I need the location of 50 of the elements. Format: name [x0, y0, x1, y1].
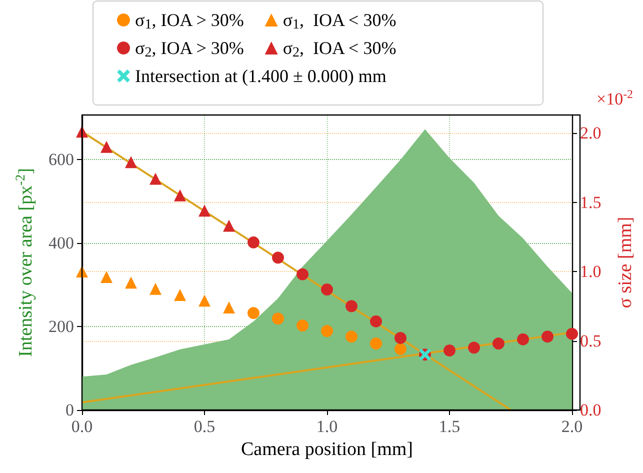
point [542, 330, 554, 343]
y2-tick-label: 0.0 [580, 400, 602, 420]
point [100, 140, 112, 153]
x-tick-label: 1.5 [438, 417, 460, 436]
point [272, 252, 284, 264]
point [517, 333, 529, 346]
y2-tick-label: 2.0 [580, 124, 602, 143]
point [321, 325, 333, 338]
point [100, 271, 112, 284]
point [492, 338, 504, 350]
point [125, 276, 137, 289]
point [321, 284, 333, 296]
point [444, 344, 456, 356]
point [174, 289, 186, 302]
point [394, 332, 406, 344]
x-tick-label: 1.0 [316, 417, 338, 436]
point [125, 156, 137, 168]
point [394, 343, 406, 356]
point [248, 307, 260, 320]
x-axis-title: Camera position [mm] [240, 438, 414, 460]
y-tick-label: 400 [48, 233, 74, 252]
point [346, 330, 358, 343]
point [248, 236, 260, 248]
y2-tick-label: 1.0 [580, 262, 602, 281]
y-tick-label: 200 [48, 316, 74, 336]
point [566, 328, 578, 340]
point [223, 220, 235, 232]
x-tick-label: 2.0 [561, 417, 583, 436]
y2-tick-label: 1.5 [580, 192, 602, 212]
point [370, 315, 382, 328]
point [468, 342, 480, 354]
point [198, 204, 210, 217]
point [346, 300, 358, 312]
point [150, 172, 162, 185]
point [150, 282, 162, 295]
y-tick-label: 0 [66, 400, 74, 420]
y2-tick-label: 0.5 [580, 331, 602, 350]
x-tick-label: 0.5 [194, 417, 216, 436]
point [272, 312, 284, 325]
point [370, 338, 382, 350]
x-tick-label: 0.0 [71, 417, 93, 436]
point [296, 268, 308, 280]
point [223, 302, 235, 314]
y-tick-label: 600 [48, 150, 74, 169]
point [198, 294, 210, 307]
point [174, 189, 186, 202]
point [296, 320, 308, 332]
y2-axis-title: σ size [mm] [615, 216, 636, 308]
legend-label: Intersection at (1.400 ± 0.000) mm [135, 66, 386, 86]
y-axis-title: Intensity over area [px-2] [12, 168, 36, 357]
